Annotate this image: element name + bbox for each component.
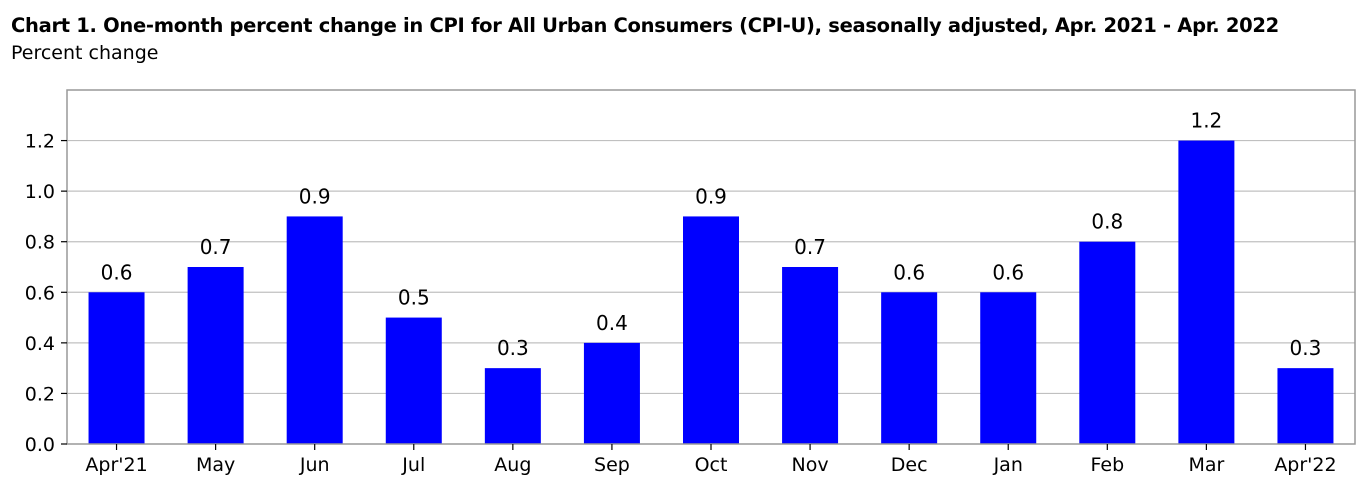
data-label: 0.4 — [596, 311, 628, 335]
data-label: 0.8 — [1091, 210, 1123, 234]
x-tick-label: Mar — [1188, 454, 1224, 476]
x-tick-label: Jan — [993, 454, 1023, 476]
data-label: 1.2 — [1190, 109, 1222, 133]
value-labels: 0.6 0.7 0.9 0.5 0.3 0.4 0.9 0.7 0.6 0.6 0.8 1.2 0.3 — [101, 109, 1322, 361]
data-label: 0.7 — [794, 235, 826, 259]
bars — [88, 140, 1334, 445]
bar — [782, 267, 839, 444]
bar — [187, 267, 244, 444]
y-tick-label: 1.0 — [25, 181, 55, 203]
x-tick-label: Dec — [891, 454, 928, 476]
bar — [881, 292, 938, 444]
data-label: 0.6 — [101, 260, 133, 284]
bar — [88, 292, 145, 444]
bar — [980, 292, 1037, 444]
bar — [583, 342, 640, 444]
x-tick-label: Apr'22 — [1274, 454, 1336, 476]
bar — [385, 317, 442, 444]
x-axis-ticks: Apr'21 May Jun Jul Aug Sep Oct Nov Dec Jan Feb Mar A… — [85, 444, 1337, 476]
x-tick-label: Jul — [401, 454, 425, 476]
y-tick-label: 0.4 — [25, 333, 55, 355]
y-tick-label: 0.8 — [25, 232, 55, 254]
x-tick-label: Aug — [494, 454, 531, 476]
bar — [683, 216, 739, 444]
x-tick-label: Jun — [299, 454, 330, 476]
chart-title: Chart 1. One-month percent change in CPI… — [11, 14, 1279, 37]
x-tick-label: Feb — [1090, 454, 1124, 476]
data-label: 0.9 — [299, 184, 331, 208]
data-label: 0.5 — [398, 286, 430, 310]
bar — [1277, 368, 1334, 444]
bar — [1178, 140, 1235, 445]
data-label: 0.7 — [200, 235, 232, 259]
x-tick-label: Sep — [594, 454, 630, 476]
y-axis-ticks: 0.0 0.2 0.4 0.6 0.8 1.0 1.2 — [25, 131, 67, 456]
data-label: 0.6 — [893, 260, 925, 284]
data-label: 0.6 — [992, 260, 1024, 284]
y-tick-label: 1.2 — [25, 131, 55, 153]
chart-subtitle: Percent change — [11, 42, 159, 64]
x-tick-label: Apr'21 — [85, 454, 147, 476]
bar — [1079, 241, 1136, 444]
data-label: 0.3 — [1290, 336, 1322, 360]
data-label: 0.3 — [497, 336, 529, 360]
x-tick-label: Oct — [695, 454, 728, 476]
data-label: 0.9 — [695, 184, 727, 208]
y-tick-label: 0.0 — [25, 434, 55, 456]
y-tick-label: 0.2 — [25, 383, 55, 405]
x-tick-label: May — [196, 454, 235, 476]
bar — [484, 368, 541, 444]
y-tick-label: 0.6 — [25, 282, 55, 304]
bar — [286, 216, 343, 444]
x-tick-label: Nov — [792, 454, 829, 476]
